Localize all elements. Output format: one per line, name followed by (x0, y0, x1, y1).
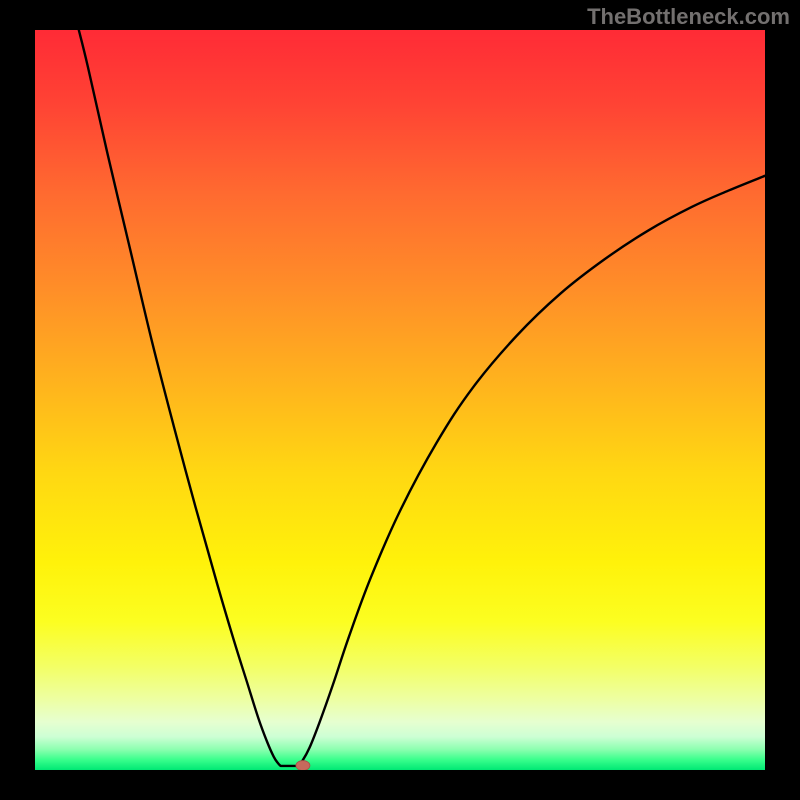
curve-layer (35, 30, 765, 770)
plot-area (35, 30, 765, 770)
watermark-label: TheBottleneck.com (587, 4, 790, 30)
optimum-marker (296, 761, 310, 770)
plot-outer (0, 0, 800, 800)
chart-frame: TheBottleneck.com (0, 0, 800, 800)
bottleneck-curve (79, 30, 765, 766)
